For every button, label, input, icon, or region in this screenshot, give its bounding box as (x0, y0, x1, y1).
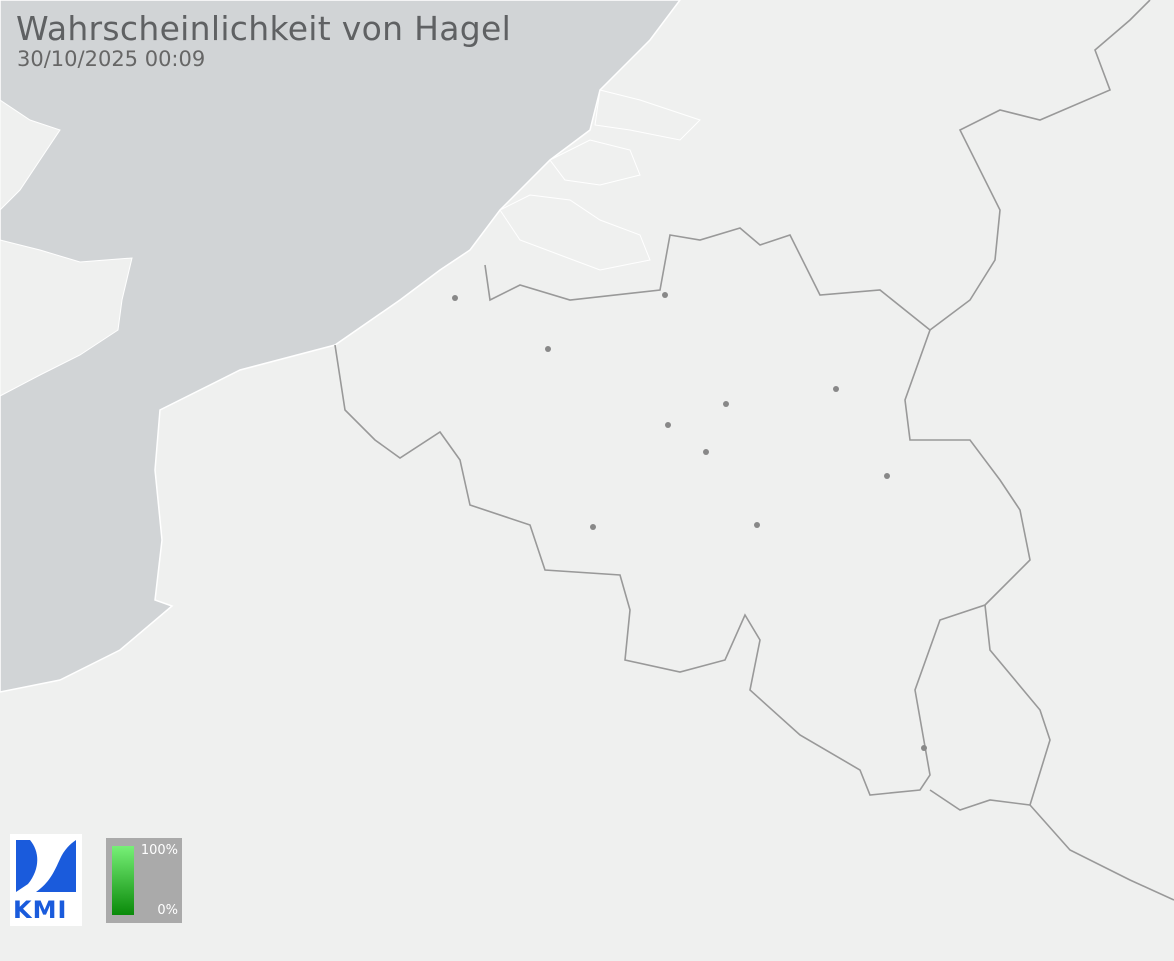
city-marker[interactable] (452, 295, 458, 301)
city-marker[interactable] (723, 401, 729, 407)
country-border-luxembourg (929, 604, 1051, 811)
city-marker[interactable] (703, 449, 709, 455)
sea (0, 0, 681, 693)
england-north-land (0, 99, 61, 211)
city-marker[interactable] (665, 422, 671, 428)
legend-color-bar (112, 846, 134, 915)
kmi-logo-text: KMI (13, 896, 68, 924)
legend-max-label: 100% (140, 843, 178, 858)
legend-min-label: 0% (157, 903, 178, 918)
city-marker[interactable] (590, 524, 596, 530)
city-marker[interactable] (545, 346, 551, 352)
city-marker[interactable] (754, 522, 760, 528)
country-border-belgium (334, 227, 1031, 796)
england-land (0, 239, 133, 397)
city-markers (452, 292, 927, 751)
country-border-germany (929, 0, 1174, 901)
city-marker[interactable] (884, 473, 890, 479)
map-timestamp: 30/10/2025 00:09 (17, 47, 206, 71)
city-marker[interactable] (833, 386, 839, 392)
city-marker[interactable] (662, 292, 668, 298)
probability-legend: 100% 0% (106, 838, 182, 923)
kmi-logo: KMI (10, 834, 82, 926)
city-marker[interactable] (921, 745, 927, 751)
map-title: Wahrscheinlichkeit von Hagel (16, 9, 512, 48)
kmi-logo-mark-icon (16, 840, 76, 892)
zeeland-islands (499, 89, 701, 271)
